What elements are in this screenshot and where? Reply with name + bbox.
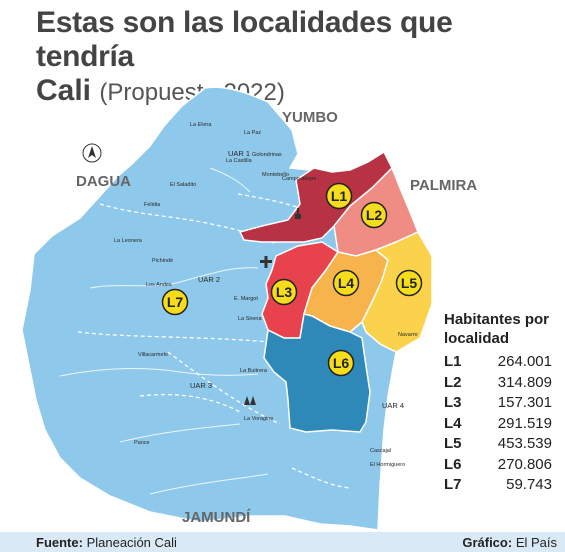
title-city: Cali: [36, 74, 92, 107]
place-la-sirena: La Sirena: [238, 316, 262, 322]
marker-l4: L4: [332, 269, 360, 297]
footer-source: Fuente: Planeación Cali: [36, 535, 177, 550]
map: YUMBO DAGUA PALMIRA JAMUNDÍ UAR 1 UAR 2 …: [21, 86, 477, 530]
legend-row-value: 157.301: [497, 394, 552, 411]
place-la-buitrera: La Buitrera: [240, 368, 268, 374]
legend-row: L7 59.743: [444, 475, 552, 496]
footer: Fuente: Planeación Cali Gráfico: El País: [0, 532, 565, 552]
rural-boundaries: [77, 193, 351, 489]
legend-row-value: 264.001: [497, 353, 552, 370]
label-dagua: DAGUA: [76, 173, 131, 190]
marker-l3-label: L3: [276, 284, 293, 300]
legend-row: L3 157.301: [444, 393, 552, 414]
legend-row: L1 264.001: [444, 352, 552, 373]
statue-icon: [295, 208, 301, 219]
legend-row: L5 453.539: [444, 434, 552, 455]
region-l1: [238, 150, 393, 243]
label-uar1: UAR 1: [228, 149, 250, 158]
trees-icon: [244, 396, 256, 405]
marker-l7: L7: [161, 288, 189, 316]
footer-source-label: Fuente:: [36, 535, 83, 550]
place-navarro: Navarro: [398, 332, 418, 338]
marker-l1-label: L1: [331, 188, 348, 204]
region-l6: [263, 313, 371, 433]
place-la-voragine: La Voragine: [244, 416, 273, 422]
place-cascajal: Cascajal: [370, 448, 391, 454]
legend-row: L6 270.806: [444, 455, 552, 476]
place-pichinde: Pichindé: [152, 258, 173, 264]
north-arrow-icon: [82, 143, 102, 163]
place-pance: Pance: [134, 440, 150, 446]
marker-l4-label: L4: [338, 275, 355, 291]
title-line1: Estas son las localidades que tendría: [36, 6, 453, 73]
rivers: [59, 167, 269, 495]
marker-l3: L3: [270, 278, 298, 306]
marker-l1: L1: [325, 182, 353, 210]
legend-row-name: L2: [444, 373, 462, 391]
legend-row-value: 291.519: [497, 414, 552, 432]
label-uar3: UAR 3: [190, 381, 212, 390]
legend-row-name: L1: [444, 353, 462, 370]
place-la-paz: La Paz: [244, 130, 261, 136]
footer-source-value: Planeación Cali: [86, 535, 177, 550]
place-la-elvira: La Elvira: [190, 122, 212, 128]
footer-credit-value: El País: [515, 535, 557, 550]
label-yumbo: YUMBO: [282, 109, 338, 126]
place-la-leonera: La Leonera: [114, 238, 143, 244]
legend-row-value: 270.806: [497, 455, 552, 473]
label-uar2: UAR 2: [198, 275, 220, 284]
marker-l2: L2: [360, 201, 388, 229]
population-legend: Habitantes por localidad L1 264.001 L2 314…: [436, 302, 558, 500]
legend-row-value: 59.743: [506, 476, 552, 493]
marker-l6-label: L6: [333, 355, 350, 371]
legend-row-value: 453.539: [497, 435, 552, 452]
legend-row: L4 291.519: [444, 414, 552, 435]
label-palmira: PALMIRA: [410, 177, 477, 194]
place-campo-alegre: Campo alegre: [282, 176, 317, 182]
place-montebello: Montebello: [262, 172, 289, 178]
place-villacarmelo: Villacarmelo: [138, 352, 168, 358]
legend-title: Habitantes por localidad: [444, 311, 550, 347]
legend-row-value: 314.809: [497, 373, 552, 391]
marker-l5: L5: [395, 269, 423, 297]
place-el-hormiguero: El Hormiguero: [370, 462, 405, 468]
region-l5: [361, 231, 433, 353]
marker-l6: L6: [327, 349, 355, 377]
label-jamundi: JAMUNDÍ: [182, 509, 251, 526]
place-e-margot: E. Margot: [234, 296, 258, 302]
legend-row-name: L3: [444, 394, 462, 411]
place-golondrinas: Golondrinas: [252, 152, 282, 158]
marker-l5-label: L5: [401, 275, 418, 291]
place-el-saladito: El Saladito: [170, 182, 196, 188]
footer-credit-label: Gráfico:: [462, 535, 513, 550]
legend-row-name: L7: [444, 476, 462, 493]
title-block: Estas son las localidades que tendría Ca…: [36, 6, 556, 110]
cross-icon: [260, 256, 272, 268]
footer-credit: Gráfico: El País: [462, 535, 557, 550]
legend-row: L2 314.809: [444, 373, 552, 394]
place-la-castilla: La Castilla: [226, 158, 253, 164]
label-uar4: UAR 4: [382, 401, 404, 410]
legend-row-name: L6: [444, 455, 462, 473]
place-felidia: Felidia: [144, 202, 161, 208]
place-los-andes: Los Andes: [146, 282, 172, 288]
legend-row-name: L5: [444, 435, 462, 452]
marker-l2-label: L2: [366, 207, 383, 223]
marker-l7-label: L7: [167, 294, 184, 310]
legend-row-name: L4: [444, 414, 462, 432]
